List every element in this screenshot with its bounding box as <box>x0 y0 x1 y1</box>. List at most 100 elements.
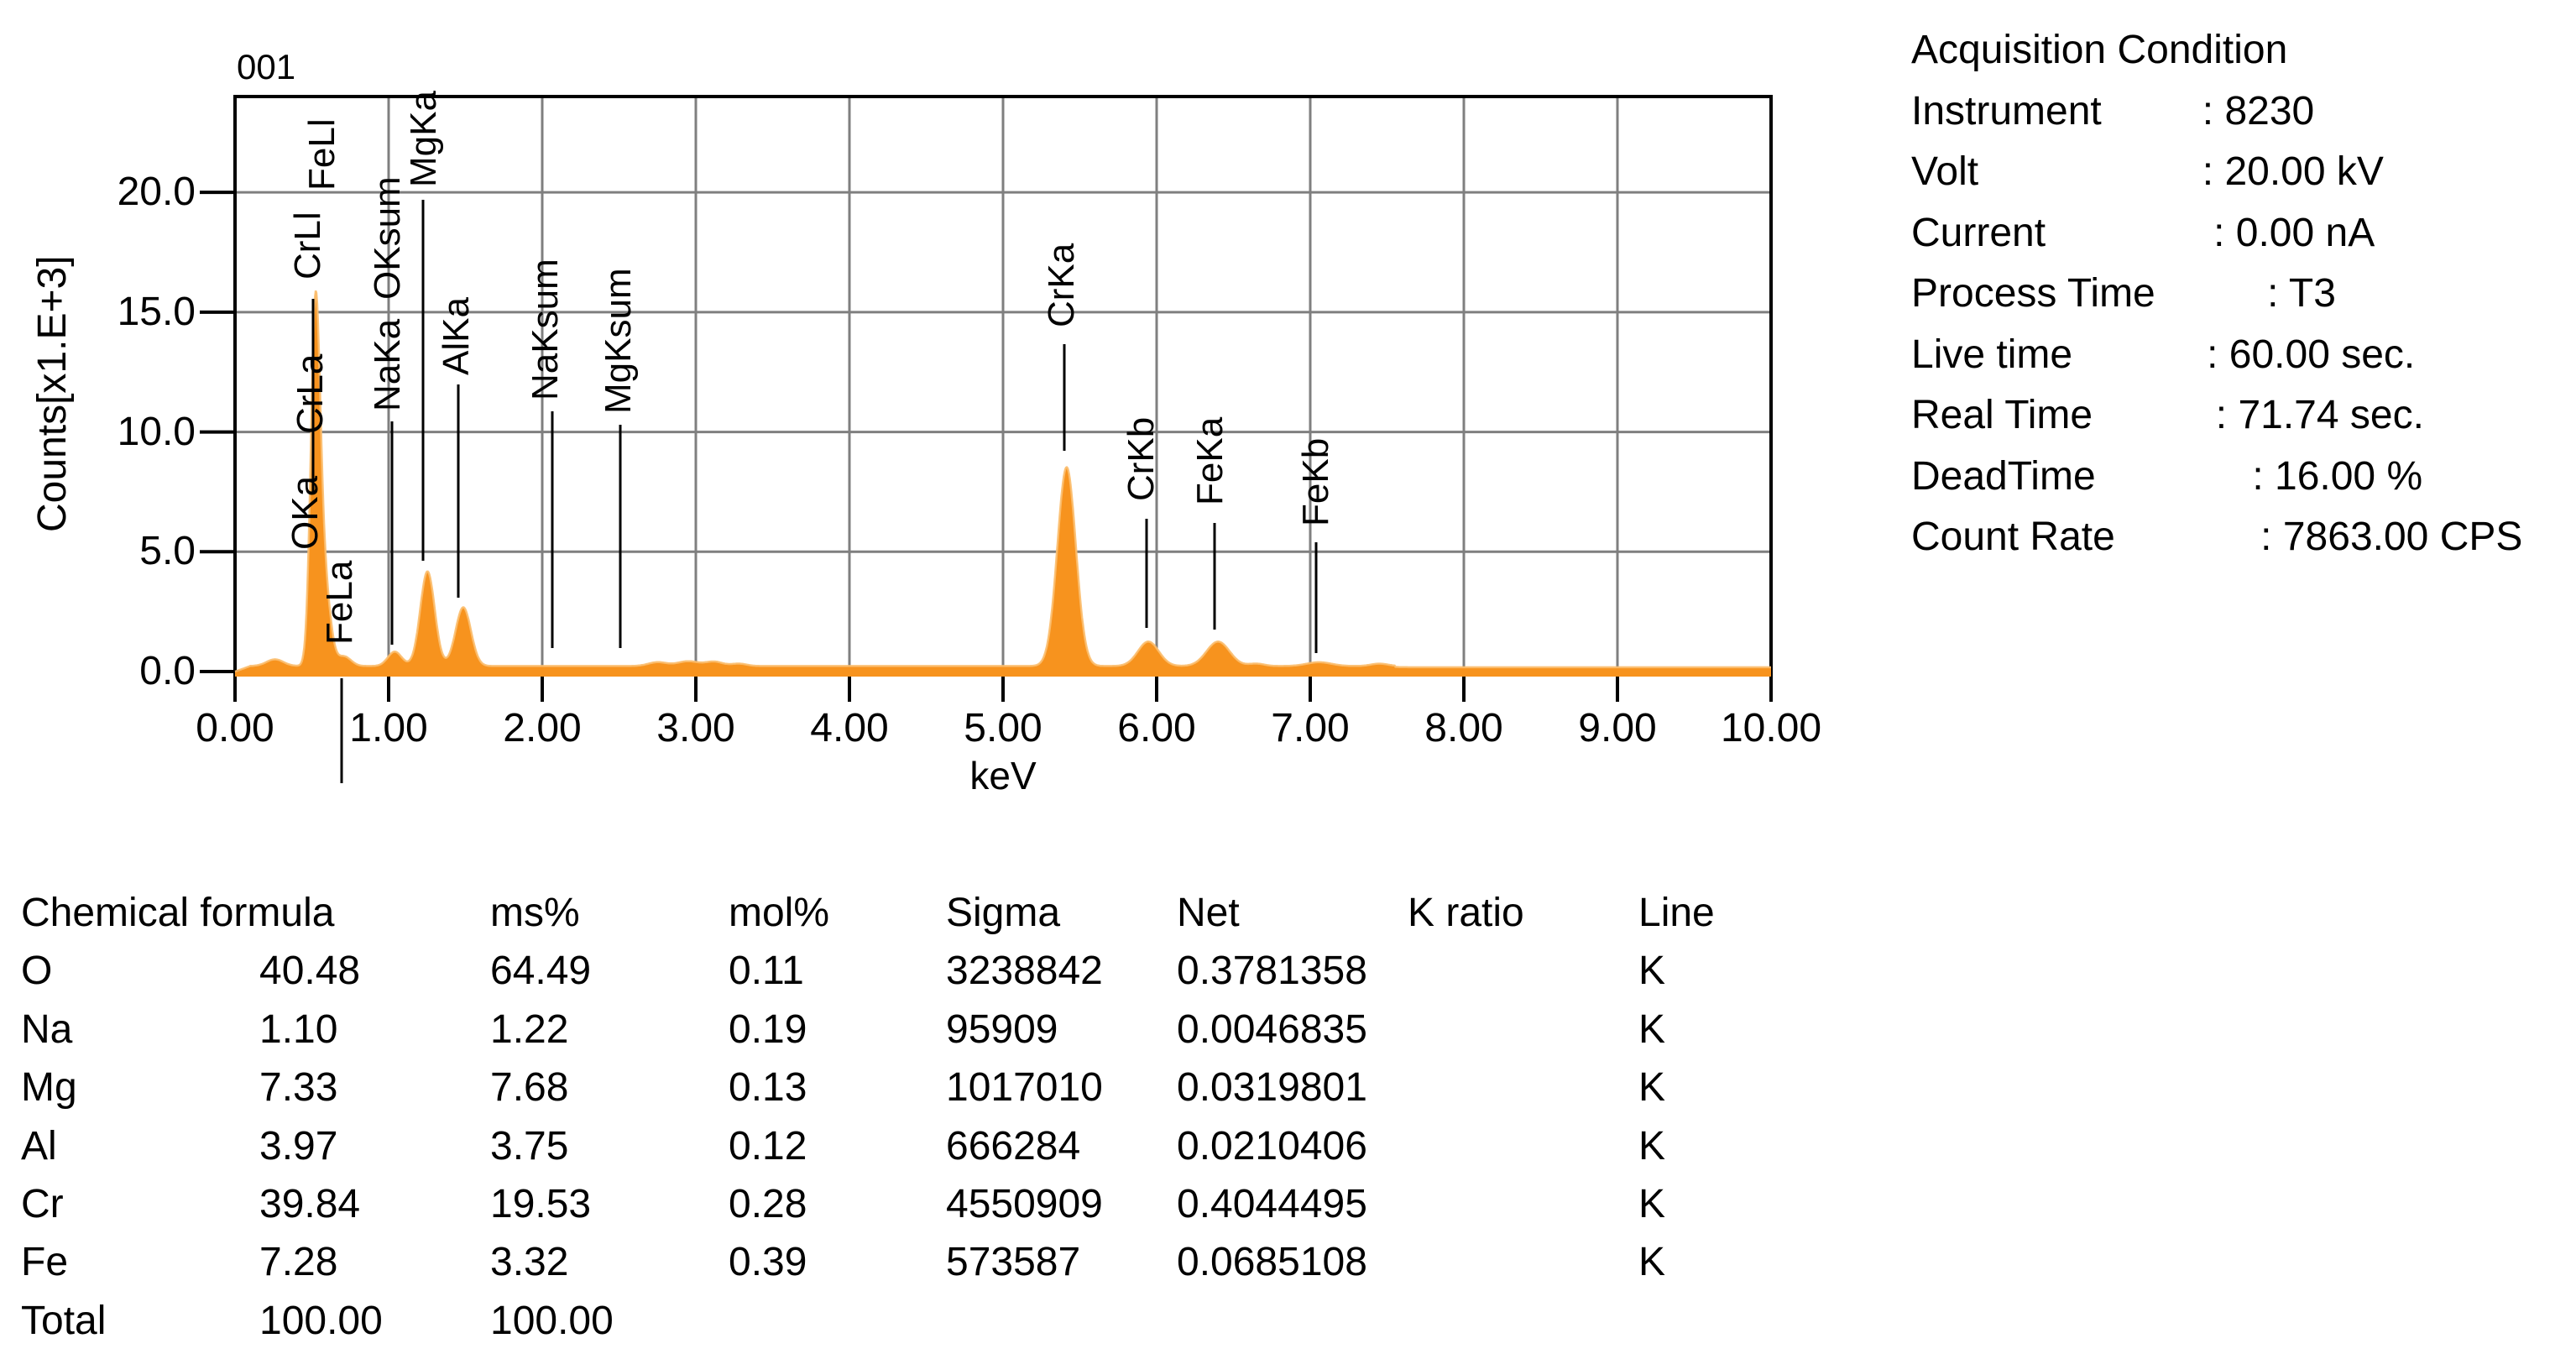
table-cell: 95909 <box>946 1006 1058 1052</box>
x-tick-label: 1.00 <box>349 706 428 750</box>
acquisition-line: Live time : 60.00 sec. <box>1911 332 2416 377</box>
table-cell: 7.68 <box>490 1065 569 1111</box>
peak-label-NaKsum: NaKsum <box>525 259 566 400</box>
table-cell: 3.97 <box>259 1123 338 1168</box>
table-cell: 7.33 <box>259 1065 338 1111</box>
acquisition-line: DeadTime : 16.00 % <box>1911 453 2423 499</box>
x-tick-label: 2.00 <box>503 706 582 750</box>
table-cell: K <box>1638 1182 1666 1226</box>
peak-label-FeLl: FeLl <box>301 118 342 191</box>
table-header-cell: Sigma <box>946 891 1061 935</box>
x-tick-label: 10.00 <box>1720 706 1822 750</box>
table-cell: 0.13 <box>729 1065 807 1111</box>
peak-label-MgKsum: MgKsum <box>598 268 639 414</box>
quant-table: Chemical formula ms% mol% Sigma Net K ratio Li… <box>21 884 2539 1354</box>
acquisition-line: Real Time : 71.74 sec. <box>1911 393 2424 437</box>
table-cell: 0.0319801 <box>1177 1065 1367 1111</box>
acquisition-line: Instrument : 8230 <box>1911 88 2315 133</box>
peak-label-AlKa: AlKa <box>436 297 477 375</box>
table-cell: 40.48 <box>259 949 361 994</box>
table-cell: 0.0046835 <box>1177 1006 1367 1052</box>
table-header-cell: Net <box>1177 891 1240 935</box>
y-tick-label: 0.0 <box>139 649 196 693</box>
peak-label-FeLa: FeLa <box>319 560 360 645</box>
peak-label-CrKa: CrKa <box>1041 243 1082 327</box>
table-cell: K <box>1638 1240 1666 1285</box>
table-row-element: Total <box>21 1298 107 1343</box>
table-row-element: Na <box>21 1006 73 1052</box>
peak-label-MgKa: MgKa <box>403 91 444 187</box>
peak-label-FeKb: FeKb <box>1295 437 1336 526</box>
acquisition-title: Acquisition Condition <box>1911 28 2288 72</box>
table-cell: 0.28 <box>729 1182 807 1226</box>
acquisition-panel: Acquisition Condition Instrument : 8230 Vo… <box>1911 20 2522 568</box>
table-header-cell: Chemical formula <box>21 891 335 935</box>
table-cell: 666284 <box>946 1123 1081 1168</box>
peak-label-OKa: OKa <box>285 475 326 550</box>
table-cell: 3238842 <box>946 949 1103 994</box>
peak-label-CrKb: CrKb <box>1121 416 1162 501</box>
x-tick-label: 5.00 <box>964 706 1042 750</box>
acquisition-line: Count Rate : 7863.00 CPS <box>1911 515 2523 559</box>
table-cell: K <box>1638 1006 1666 1052</box>
table-cell: K <box>1638 1123 1666 1168</box>
table-header-cell: mol% <box>729 891 830 935</box>
table-cell: 0.12 <box>729 1123 807 1168</box>
table-cell: 4550909 <box>946 1182 1103 1226</box>
peak-label-FeKa: FeKa <box>1189 416 1231 505</box>
table-cell: K <box>1638 1065 1666 1111</box>
table-cell: K <box>1638 949 1666 994</box>
table-header-cell: ms% <box>490 891 580 935</box>
table-cell: 3.32 <box>490 1240 569 1285</box>
x-tick-label: 8.00 <box>1424 706 1503 750</box>
acquisition-line: Volt : 20.00 kV <box>1911 149 2384 194</box>
table-cell: 100.00 <box>490 1298 614 1343</box>
table-cell: 0.0685108 <box>1177 1240 1367 1285</box>
y-tick-label: 15.0 <box>117 289 196 334</box>
y-axis-label: Counts[x1.E+3] <box>30 255 75 532</box>
y-tick-label: 5.0 <box>139 529 196 574</box>
table-cell: 39.84 <box>259 1182 361 1226</box>
x-axis-label: keV <box>969 754 1037 797</box>
table-cell: 0.11 <box>729 949 804 994</box>
table-header-cell: Line <box>1638 891 1715 935</box>
acquisition-line: Process Time : T3 <box>1911 271 2336 316</box>
table-cell: 1.10 <box>259 1006 338 1052</box>
x-tick-label: 9.00 <box>1578 706 1657 750</box>
table-cell: 0.0210406 <box>1177 1123 1367 1168</box>
spectrum-title: 001 <box>237 47 296 86</box>
table-header-cell: K ratio <box>1408 891 1524 935</box>
table-cell: 19.53 <box>490 1182 592 1226</box>
y-tick-label: 20.0 <box>117 170 196 215</box>
x-tick-label: 4.00 <box>810 706 889 750</box>
table-cell: 1017010 <box>946 1065 1103 1111</box>
peak-label-CrLl: CrLl <box>287 212 328 280</box>
table-row-element: Al <box>21 1123 57 1168</box>
y-tick-label: 10.0 <box>117 409 196 454</box>
x-tick-label: 6.00 <box>1117 706 1196 750</box>
peak-label-OKsum: OKsum <box>367 176 408 300</box>
table-cell: 100.00 <box>259 1298 383 1343</box>
table-cell: 1.22 <box>490 1006 569 1052</box>
acquisition-line: Current : 0.00 nA <box>1911 210 2375 255</box>
table-cell: 0.4044495 <box>1177 1182 1367 1226</box>
table-cell: 0.3781358 <box>1177 949 1367 994</box>
table-row-element: Mg <box>21 1065 77 1111</box>
table-cell: 3.75 <box>490 1123 569 1168</box>
peak-label-CrLa: CrLa <box>290 353 331 434</box>
x-tick-label: 3.00 <box>656 706 735 750</box>
table-cell: 7.28 <box>259 1240 338 1285</box>
table-cell: 64.49 <box>490 949 592 994</box>
spectrum-edge <box>234 290 1771 673</box>
x-tick-label: 0.00 <box>196 706 274 750</box>
x-tick-label: 7.00 <box>1271 706 1350 750</box>
table-row-element: Cr <box>21 1182 64 1226</box>
peak-label-NaKa: NaKa <box>367 318 408 411</box>
table-cell: 0.39 <box>729 1240 807 1285</box>
table-row-element: O <box>21 949 53 994</box>
table-row-element: Fe <box>21 1240 69 1285</box>
table-cell: 573587 <box>946 1240 1081 1285</box>
